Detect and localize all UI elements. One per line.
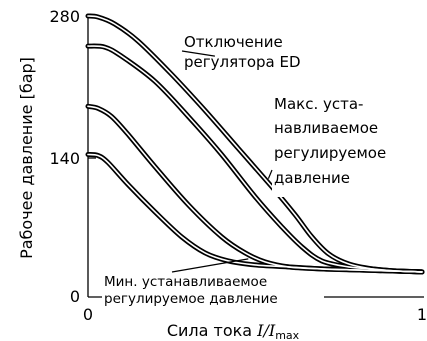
annotation-max-pressure: Макс. уста- навливаемое регулируемое дав… bbox=[267, 93, 398, 197]
annotation-max-pressure-bg bbox=[272, 93, 398, 197]
annotation-ed-shutoff-line-1: Отключение bbox=[184, 33, 283, 51]
annotation-min-pressure-leader bbox=[171, 258, 249, 273]
curve-inner-1 bbox=[87, 45, 423, 273]
annotation-ed-shutoff-leader bbox=[181, 50, 215, 57]
x-tick-label-1: 1 bbox=[417, 305, 427, 324]
annotation-ed-shutoff: Отключение регулятора ED bbox=[181, 29, 306, 73]
annotation-max-pressure-leader bbox=[267, 169, 273, 179]
annotation-max-pressure-line-2: навливаемое bbox=[274, 119, 378, 137]
x-axis-label-var: I/I bbox=[256, 321, 276, 340]
annotation-min-pressure-line-1: Мин. устанавливаемое bbox=[104, 274, 267, 290]
y-tick-label-0: 0 bbox=[70, 287, 80, 306]
x-axis-label-sub: max bbox=[275, 329, 299, 341]
y-tick-label-280: 280 bbox=[49, 7, 80, 26]
x-tick-label-0: 0 bbox=[83, 305, 93, 324]
annotation-max-pressure-line-1: Макс. уста- bbox=[274, 95, 363, 113]
x-axis-label-text: Сила тока bbox=[167, 321, 257, 340]
annotation-ed-shutoff-bg bbox=[182, 29, 306, 73]
y-tick-label-140: 140 bbox=[49, 149, 80, 168]
annotation-max-pressure-line-3: регулируемое bbox=[274, 144, 386, 162]
annotation-ed-shutoff-line-2: регулятора ED bbox=[184, 53, 301, 71]
annotation-max-pressure-line-4: давление bbox=[274, 169, 350, 187]
curve-inner-3 bbox=[87, 153, 423, 273]
annotation-min-pressure: Мин. устанавливаемое регулируемое давлен… bbox=[102, 258, 324, 308]
annotation-min-pressure-bg bbox=[102, 272, 324, 308]
y-axis-label: Рабочее давление [бар] bbox=[17, 57, 36, 259]
curves-inner bbox=[87, 15, 423, 273]
x-axis-label: Сила тока I/Imax bbox=[167, 321, 300, 341]
annotation-min-pressure-line-2: регулируемое давление bbox=[104, 291, 278, 307]
